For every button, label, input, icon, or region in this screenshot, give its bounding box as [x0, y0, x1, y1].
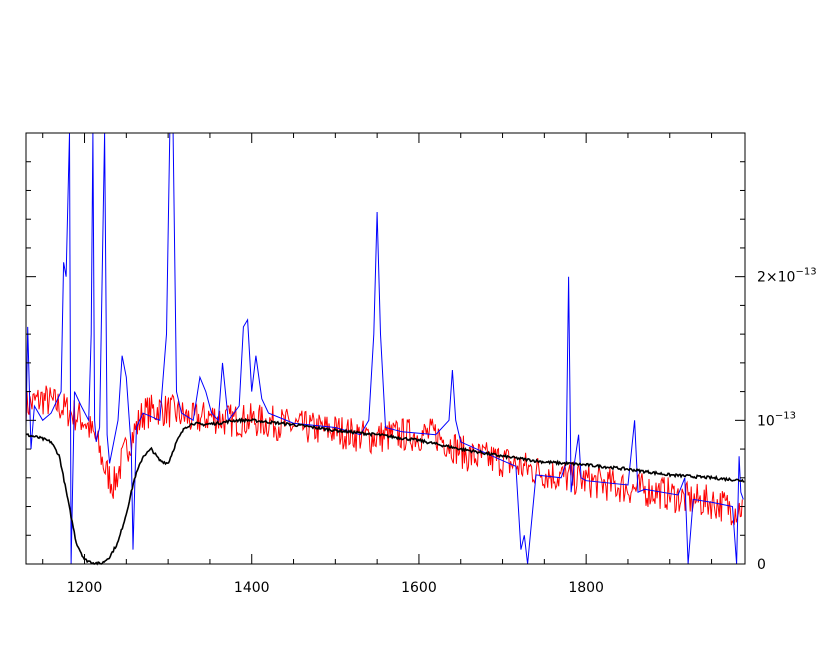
x-tick-label: 1600 — [401, 580, 437, 596]
y-tick-label-base: 10 — [757, 413, 775, 429]
x-tick-label: 1200 — [67, 580, 103, 596]
y-tick-label-exponent: −13 — [775, 410, 796, 421]
series-line-3 — [25, 417, 745, 566]
y-tick-label: 2×10−13 — [757, 267, 817, 286]
y-tick-label-base: 2×10 — [757, 270, 795, 286]
y-tick-label: 0 — [757, 557, 766, 573]
y-tick-label-base: 0 — [757, 557, 766, 573]
series-line-1 — [25, 385, 743, 526]
series-layer — [25, 132, 745, 566]
plot-frame — [25, 132, 746, 565]
tick-layer — [26, 133, 745, 564]
series-line-2 — [25, 132, 744, 565]
x-tick-label: 1800 — [568, 580, 604, 596]
y-tick-label-exponent: −13 — [795, 267, 816, 278]
x-tick-label: 1400 — [234, 580, 270, 596]
y-tick-label: 10−13 — [757, 410, 796, 429]
